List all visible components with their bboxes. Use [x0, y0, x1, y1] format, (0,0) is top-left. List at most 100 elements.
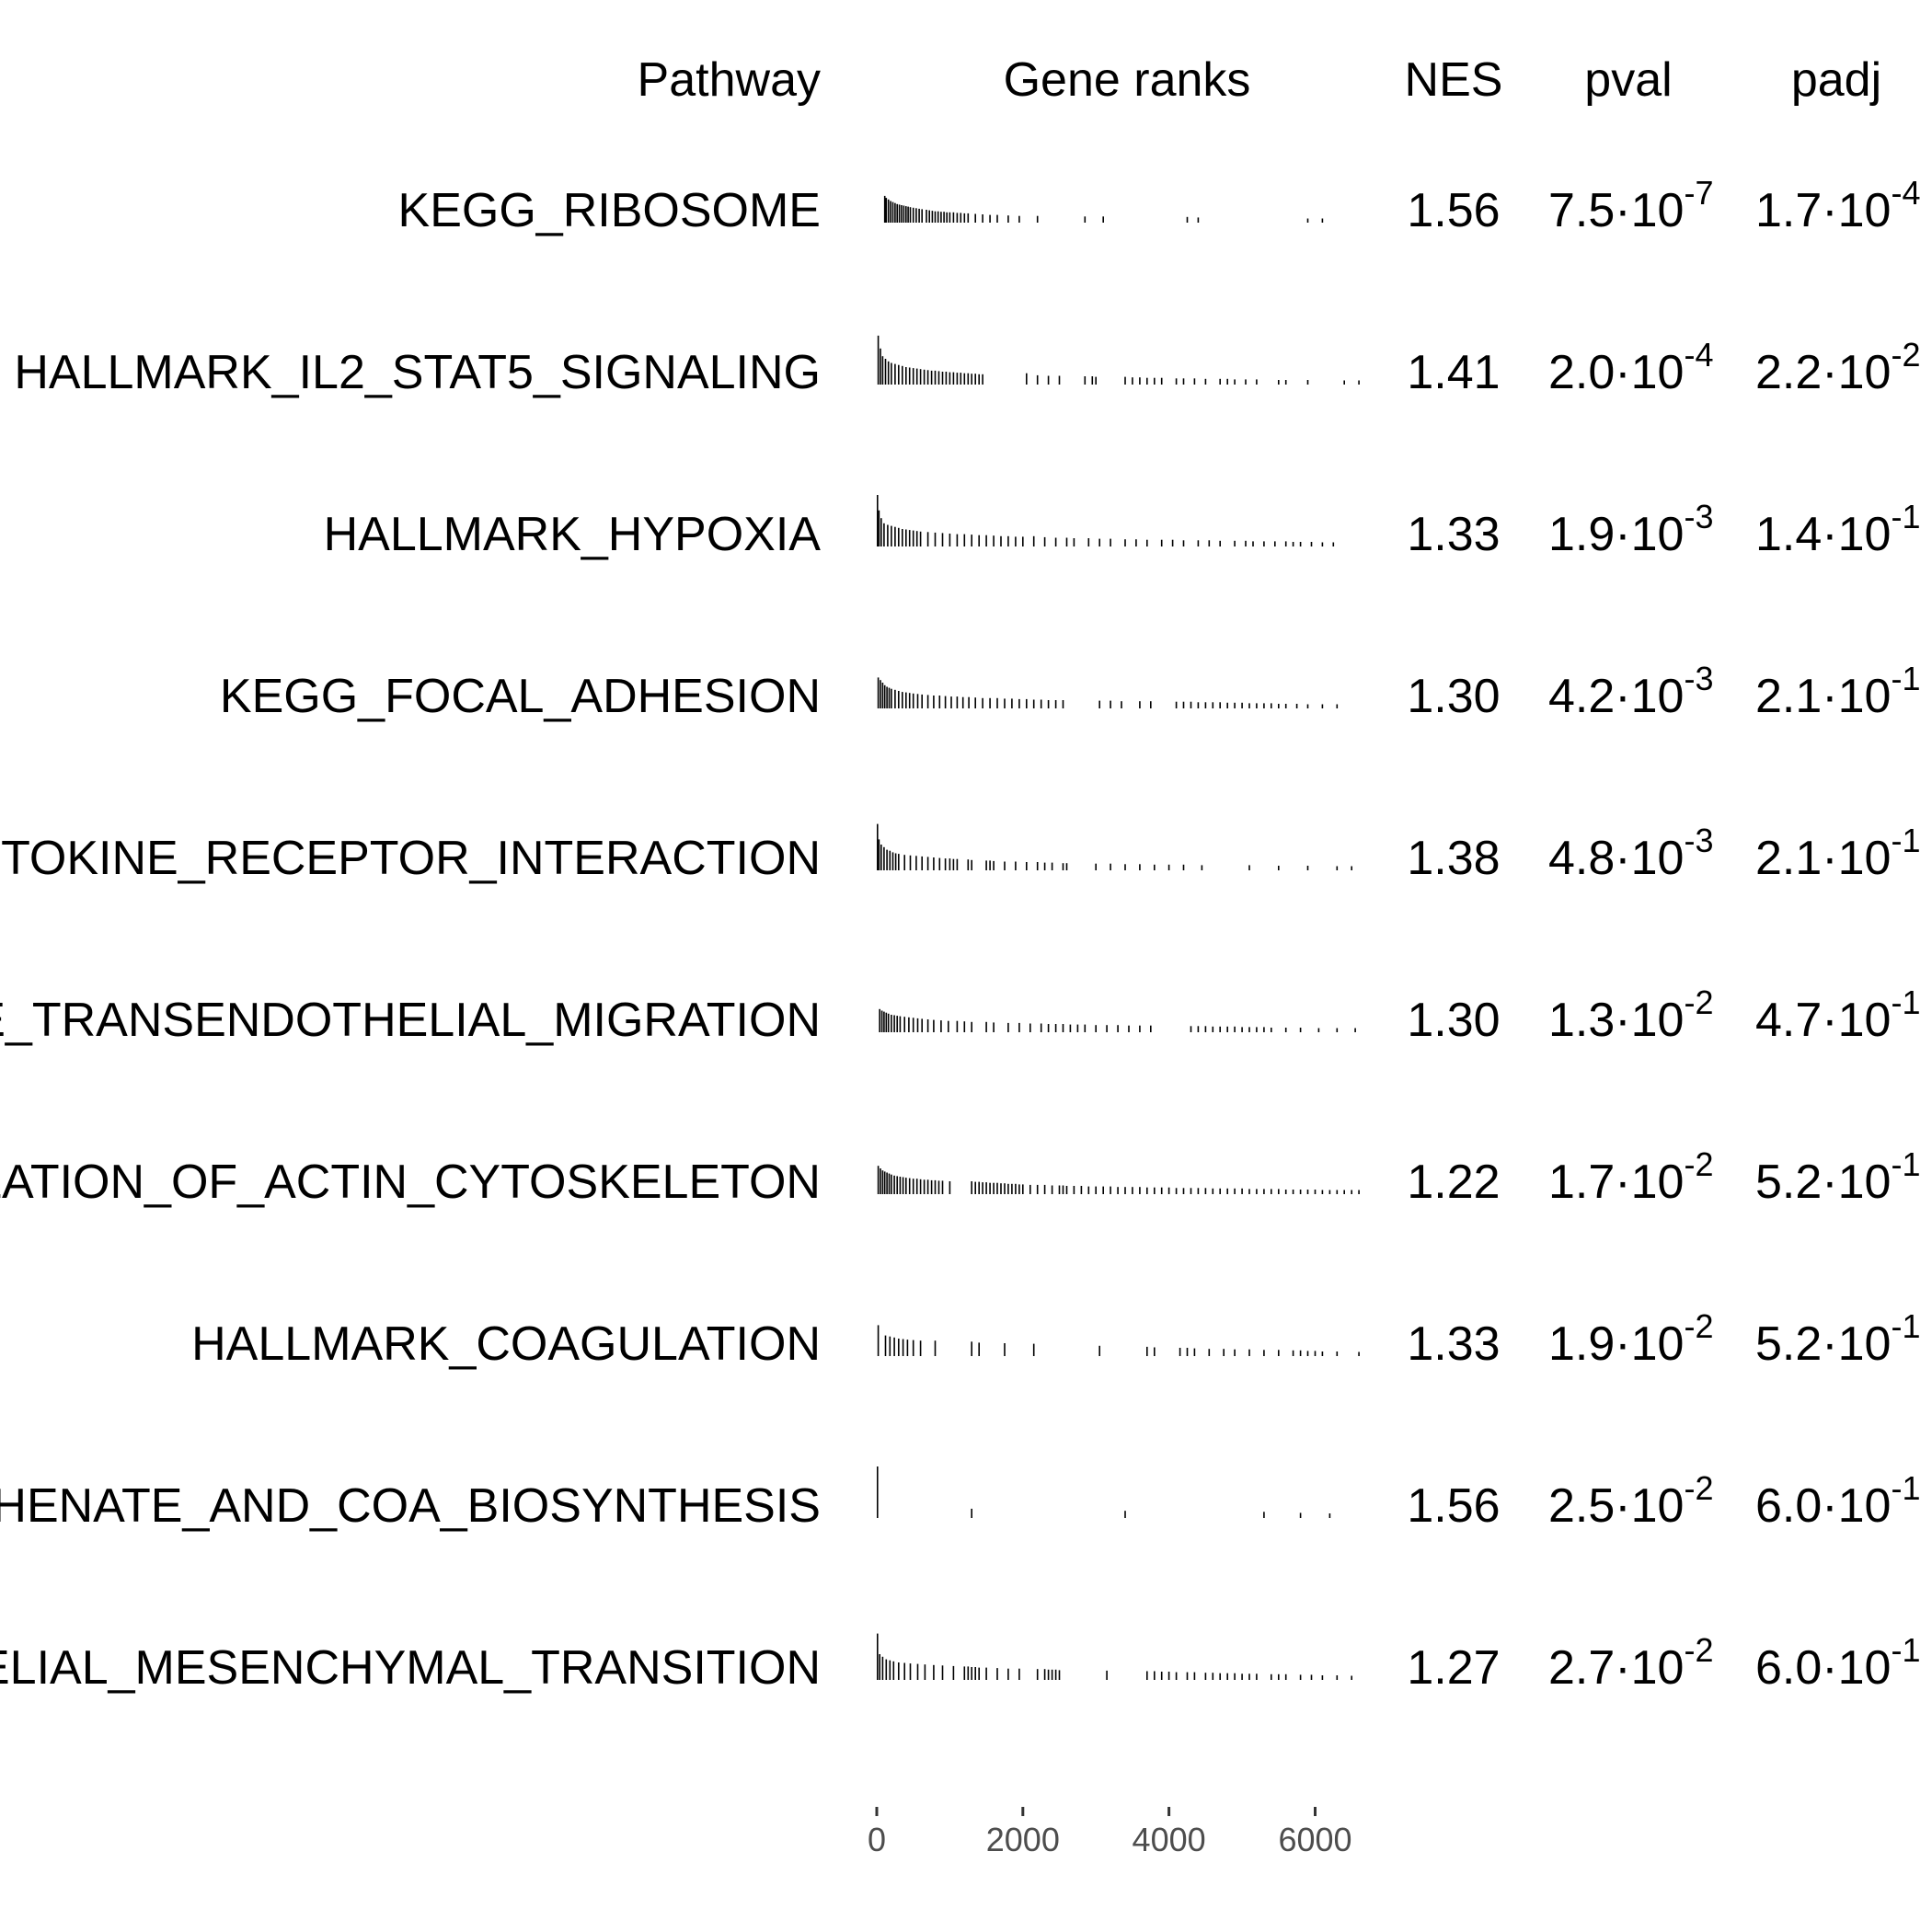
table-row: HALLMARK_COAGULATION 1.33 1.9·10-2 5.2·10-1: [191, 1307, 1920, 1371]
padj-value: 1.7·10-4: [1755, 174, 1920, 237]
nes-value: 1.27: [1407, 1641, 1500, 1695]
pval-value-mantissa: 1.3·10: [1548, 994, 1684, 1047]
padj-value-mantissa: 6.0·10: [1755, 1641, 1891, 1695]
table-row: HALLMARK_HYPOXIA 1.33 1.9·10-3 1.4·10-1: [324, 495, 1920, 561]
header-padj: padj: [1791, 53, 1881, 107]
padj-value: 6.0·10-1: [1755, 1469, 1920, 1533]
pval-value-mantissa: 4.8·10: [1548, 832, 1684, 885]
pval-value-exponent: -3: [1684, 660, 1713, 697]
pval-value-exponent: -3: [1684, 822, 1713, 859]
padj-value-mantissa: 4.7·10: [1755, 994, 1891, 1047]
nes-value: 1.30: [1407, 994, 1500, 1047]
table-row: KEGG_RIBOSOME 1.56 7.5·10-7 1.7·10-4: [398, 174, 1921, 237]
nes-value: 1.41: [1407, 346, 1500, 399]
padj-value: 5.2·10-1: [1755, 1145, 1920, 1209]
pathway-name: KEGG_LEUKOCYTE_TRANSENDOTHELIAL_MIGRATIO…: [0, 994, 821, 1047]
header-pathway: Pathway: [638, 53, 821, 107]
pval-value: 2.7·10-2: [1548, 1631, 1713, 1695]
pval-value-exponent: -4: [1684, 336, 1713, 374]
padj-value: 4.7·10-1: [1755, 983, 1920, 1047]
x-tick-label: 2000: [986, 1821, 1060, 1858]
padj-value-mantissa: 1.7·10: [1755, 184, 1891, 237]
pval-value-exponent: -2: [1684, 1631, 1713, 1669]
pval-value-mantissa: 2.5·10: [1548, 1479, 1684, 1533]
pval-value-mantissa: 7.5·10: [1548, 184, 1684, 237]
pval-value: 1.7·10-2: [1548, 1145, 1713, 1209]
pathway-name: KEGG_FOCAL_ADHESION: [220, 670, 821, 723]
pval-value: 1.3·10-2: [1548, 983, 1713, 1047]
padj-value-mantissa: 2.1·10: [1755, 670, 1891, 723]
column-headers: Pathway Gene ranks NES pval padj: [638, 53, 1882, 107]
x-tick-label: 6000: [1278, 1821, 1351, 1858]
padj-value-exponent: -2: [1891, 336, 1920, 374]
nes-value: 1.38: [1407, 832, 1500, 885]
padj-value-exponent: -1: [1891, 822, 1920, 859]
header-pval: pval: [1584, 53, 1672, 107]
padj-value-mantissa: 5.2·10: [1755, 1156, 1891, 1209]
padj-value-mantissa: 5.2·10: [1755, 1317, 1891, 1371]
pathway-name: KEGG_REGULATION_OF_ACTIN_CYTOSKELETON: [0, 1156, 821, 1209]
x-axis: 0 2000 4000 6000: [868, 1807, 1352, 1858]
table-row: KEGG_PANTOTHENATE_AND_COA_BIOSYNTHESIS 1.…: [0, 1466, 1920, 1533]
padj-value-mantissa: 6.0·10: [1755, 1479, 1891, 1533]
padj-value: 5.2·10-1: [1755, 1307, 1920, 1371]
pathway-name: KEGG_CYTOKINE_CYTOKINE_RECEPTOR_INTERACT…: [0, 832, 821, 885]
pval-value: 1.9·10-2: [1548, 1307, 1713, 1371]
table-row: KEGG_LEUKOCYTE_TRANSENDOTHELIAL_MIGRATIO…: [0, 983, 1920, 1047]
pval-value: 2.5·10-2: [1548, 1469, 1713, 1533]
pathway-name: KEGG_RIBOSOME: [398, 184, 821, 237]
x-tick-label: 4000: [1133, 1821, 1206, 1858]
header-nes: NES: [1405, 53, 1503, 107]
pathway-name: HALLMARK_IL2_STAT5_SIGNALING: [14, 346, 821, 399]
padj-value-mantissa: 2.2·10: [1755, 346, 1891, 399]
table-rows: KEGG_RIBOSOME 1.56 7.5·10-7 1.7·10-4HALLMAR…: [0, 174, 1920, 1695]
padj-value: 2.2·10-2: [1755, 336, 1920, 399]
padj-value: 1.4·10-1: [1755, 498, 1920, 561]
table-row: HALLMARK_IL2_STAT5_SIGNALING 1.41 2.0·10-4…: [14, 335, 1920, 399]
table-row: HALLMARK_EPITHELIAL_MESENCHYMAL_TRANSITI…: [0, 1631, 1920, 1695]
pval-value-exponent: -7: [1684, 174, 1713, 212]
pval-value: 1.9·10-3: [1548, 498, 1713, 561]
nes-value: 1.30: [1407, 670, 1500, 723]
pval-value-mantissa: 1.7·10: [1548, 1156, 1684, 1209]
padj-value-exponent: -1: [1891, 1631, 1920, 1669]
table-row: KEGG_REGULATION_OF_ACTIN_CYTOSKELETON 1.2…: [0, 1145, 1920, 1209]
pval-value-mantissa: 2.7·10: [1548, 1641, 1684, 1695]
pathway-name: HALLMARK_HYPOXIA: [324, 508, 822, 561]
pval-value-mantissa: 4.2·10: [1548, 670, 1684, 723]
pval-value-exponent: -2: [1684, 1469, 1713, 1507]
pval-value-exponent: -3: [1684, 498, 1713, 535]
x-tick-label: 0: [868, 1821, 886, 1858]
padj-value-mantissa: 2.1·10: [1755, 832, 1891, 885]
pval-value: 4.2·10-3: [1548, 660, 1713, 723]
padj-value: 2.1·10-1: [1755, 822, 1920, 885]
pval-value: 2.0·10-4: [1548, 336, 1713, 399]
padj-value: 6.0·10-1: [1755, 1631, 1920, 1695]
pathway-name: HALLMARK_EPITHELIAL_MESENCHYMAL_TRANSITI…: [0, 1641, 821, 1695]
padj-value-mantissa: 1.4·10: [1755, 508, 1891, 561]
padj-value-exponent: -1: [1891, 1307, 1920, 1345]
padj-value-exponent: -1: [1891, 660, 1920, 697]
padj-value-exponent: -4: [1891, 174, 1920, 212]
nes-value: 1.33: [1407, 1317, 1500, 1371]
padj-value-exponent: -1: [1891, 1469, 1920, 1507]
table-row: KEGG_CYTOKINE_CYTOKINE_RECEPTOR_INTERACT…: [0, 822, 1920, 885]
pval-value-mantissa: 1.9·10: [1548, 1317, 1684, 1371]
pathway-name: HALLMARK_COAGULATION: [191, 1317, 821, 1371]
pathway-name: KEGG_PANTOTHENATE_AND_COA_BIOSYNTHESIS: [0, 1479, 821, 1533]
padj-value-exponent: -1: [1891, 983, 1920, 1021]
table-row: KEGG_FOCAL_ADHESION 1.30 4.2·10-3 2.1·10-1: [220, 660, 1921, 723]
nes-value: 1.56: [1407, 184, 1500, 237]
pval-value-mantissa: 2.0·10: [1548, 346, 1684, 399]
pval-value: 7.5·10-7: [1548, 174, 1713, 237]
nes-value: 1.22: [1407, 1156, 1500, 1209]
pval-value-mantissa: 1.9·10: [1548, 508, 1684, 561]
nes-value: 1.56: [1407, 1479, 1500, 1533]
pval-value-exponent: -2: [1684, 1145, 1713, 1183]
padj-value-exponent: -1: [1891, 498, 1920, 535]
nes-value: 1.33: [1407, 508, 1500, 561]
header-gene-ranks: Gene ranks: [1004, 53, 1251, 107]
pval-value-exponent: -2: [1684, 1307, 1713, 1345]
padj-value-exponent: -1: [1891, 1145, 1920, 1183]
